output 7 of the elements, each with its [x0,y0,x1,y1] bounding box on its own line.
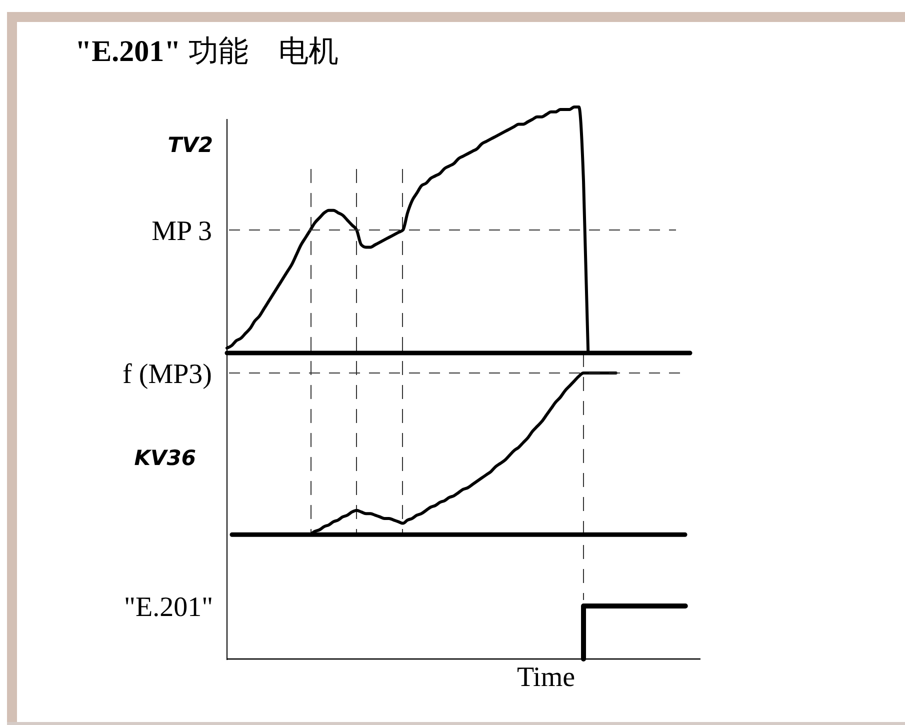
y-axis-title: "E.201" [124,592,213,623]
y-axis-title: KV36 [134,446,196,470]
x-axis-title: Time [516,662,576,693]
ref-line-label: MP 3 [152,216,212,247]
y-axis-title: TV2 [168,133,213,157]
ref-line-label: f (MP3) [122,358,212,390]
chart-title: "E.201" 功能 电机 [75,35,338,68]
